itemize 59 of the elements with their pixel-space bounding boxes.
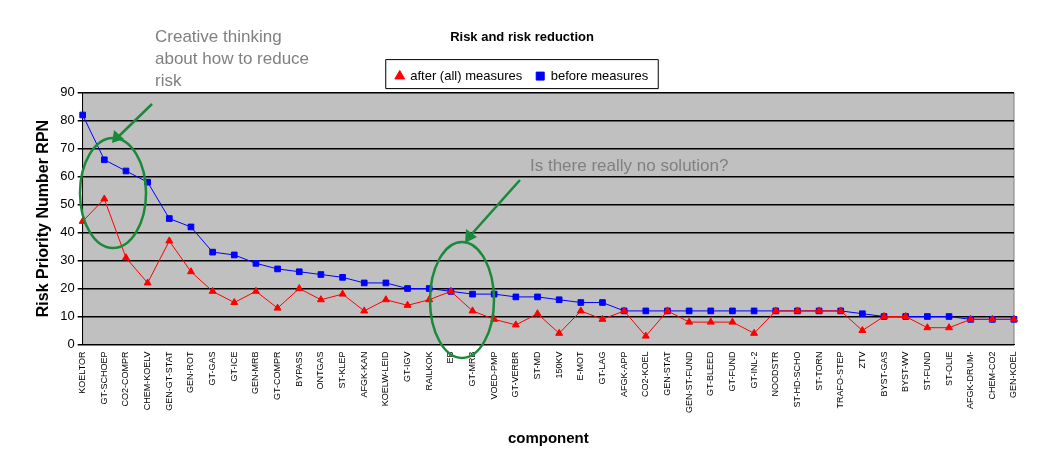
x-tick-label: BYST-WV [900, 351, 911, 393]
x-tick-label: GEN-ST-FUND [683, 351, 694, 413]
x-tick-label: BYPASS [293, 351, 304, 387]
x-tick-label: RAILKOK [423, 351, 434, 391]
y-axis-title: Risk Priority Number RPN [34, 119, 52, 318]
x-tick-label: GEN-ROT [185, 351, 196, 393]
x-tick-label: E-MOT [575, 351, 586, 381]
legend-label: after (all) measures [410, 67, 523, 83]
y-tick-label: 80 [60, 112, 75, 128]
x-tick-label: GT-GAS [207, 351, 218, 386]
chart-title: Risk and risk reduction [450, 29, 594, 45]
x-tick-label: ST-KLEP [337, 351, 348, 389]
x-tick-label: BYST-GAS [878, 351, 889, 397]
x-tick-label: ZTV [856, 351, 867, 369]
x-axis-title: component [507, 429, 589, 447]
x-tick-label: 150KV [553, 351, 564, 379]
y-tick-label: 20 [60, 280, 75, 296]
x-tick-label: ONTGAS [315, 351, 326, 390]
x-tick-label: ST-MD [531, 351, 542, 380]
x-tick-label: GEN-STAT [661, 351, 672, 396]
annotation: Is there really no solution? [530, 155, 730, 177]
x-tick-label: GEN-KOEL [1008, 351, 1019, 399]
x-tick-label: CO2-KOEL [640, 351, 651, 398]
x-tick-label: NOODSTR [770, 351, 781, 397]
x-tick-label: GT-COMPR [272, 351, 283, 400]
x-tick-label: ST-FUND [921, 351, 932, 391]
x-tick-label: GT-BLEED [705, 351, 716, 397]
x-tick-label: CO2-COMPR [120, 351, 131, 407]
x-tick-label: ST-TORN [813, 351, 824, 391]
x-tick-label: KOELTOR [77, 351, 88, 394]
x-tick-label: AFGK-APP [618, 351, 629, 398]
x-tick-label: AFGK-KAN [358, 351, 369, 398]
text: Creative thinking about how to reduce risk [155, 26, 311, 92]
x-tick-label: GT-ICE [228, 351, 239, 382]
x-tick-label: GT-VERBR [510, 351, 521, 398]
y-tick-label: 40 [60, 224, 75, 240]
y-tick-label: 70 [60, 140, 75, 156]
x-tick-label: GT-INL-2 [748, 351, 759, 389]
y-tick-label: 10 [60, 308, 75, 324]
x-tick-label: GT-FUND [726, 351, 737, 392]
y-tick-label: 90 [60, 84, 75, 100]
x-tick-label: GEN-GT-STAT [163, 351, 174, 411]
x-tick-label: KOELW-LEID [380, 351, 391, 407]
y-tick-label: 0 [67, 336, 75, 352]
y-tick-label: 60 [60, 168, 75, 184]
x-tick-label: AFGK-DRUM- [965, 351, 976, 409]
x-tick-label: ST-HD-SCHO [791, 351, 802, 408]
x-tick-label: GT-SCHOEP [98, 351, 109, 405]
x-tick-label: VOED-PMP [488, 351, 499, 400]
x-tick-label: GT-LAG [596, 351, 607, 385]
legend-label: before measures [550, 67, 649, 83]
x-tick-label: GEN-MRB [250, 351, 261, 394]
x-tick-label: CHEM-KOELV [142, 351, 153, 411]
y-tick-label: 30 [60, 252, 75, 268]
x-tick-label: CHEM-CO2 [986, 351, 997, 400]
x-tick-label: ST-OLIE [943, 351, 954, 387]
y-tick-label: 50 [60, 196, 75, 212]
x-tick-label: TRAFO-STEP [835, 351, 846, 409]
x-tick-label: GT-IGV [402, 351, 413, 383]
